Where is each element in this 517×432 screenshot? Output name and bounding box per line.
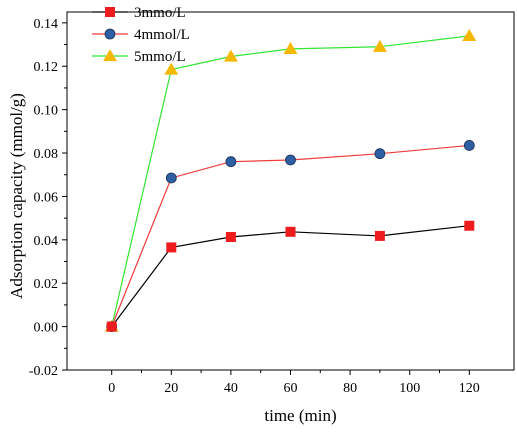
data-point-series-1 [285,226,296,237]
data-point-series-3 [462,29,477,41]
y-tick-label: 0.02 [34,277,59,292]
data-point-series-3 [372,39,387,52]
legend-marker [103,49,117,62]
y-axis-title: Adsorption capacity (mmol/g) [7,93,26,299]
data-point-series-3 [223,49,238,62]
y-tick-label: 0.08 [34,147,59,162]
x-tick-label: 80 [343,381,357,396]
data-point-series-2 [463,140,475,151]
series-lines [111,35,470,327]
x-tick-label: 120 [459,381,480,396]
y-tick-label: 0.14 [34,17,59,32]
series-line-3 [111,35,470,327]
data-point-series-2 [285,154,296,166]
series-line-1 [111,225,470,327]
legend-label: 3mmo/L [134,5,186,21]
x-tick-label: 60 [284,381,298,396]
legend: 3mmo/L 4mmol/L 5mmo/L [92,5,190,65]
data-point-series-2 [165,172,177,184]
data-point-series-2 [374,148,386,160]
data-point-series-1 [374,230,385,241]
data-point-series-1 [106,321,117,332]
y-tick-label: 0.12 [34,60,59,75]
x-tick-label: 40 [224,381,238,396]
x-axis-ticks: 0 20 40 60 80 100 120 [108,370,480,396]
y-tick-label: 0.06 [34,190,59,205]
data-point-series-3 [164,62,179,75]
data-point-series-1 [166,242,177,253]
legend-marker [104,28,116,40]
x-tick-label: 0 [108,381,115,396]
y-tick-label: 0.10 [34,104,59,119]
y-axis-ticks: -0.02 0.00 0.02 0.04 0.06 0.08 0.10 0.12 0.14 [29,17,67,379]
y-tick-label: 0.04 [34,234,59,249]
legend-label: 4mmol/L [134,27,190,43]
x-axis-title: time (min) [264,406,336,425]
y-tick-label: 0.00 [34,321,59,336]
y-tick-label: -0.02 [29,364,58,379]
series-markers [104,29,477,333]
x-tick-label: 100 [399,381,420,396]
x-tick-label: 20 [164,381,178,396]
legend-marker [105,7,115,17]
data-point-series-3 [283,42,298,55]
legend-label: 5mmo/L [134,49,186,65]
plot-frame [66,11,515,371]
series-line-2 [111,144,470,327]
data-point-series-1 [225,231,236,242]
data-point-series-2 [225,156,237,168]
data-point-series-1 [464,220,475,231]
